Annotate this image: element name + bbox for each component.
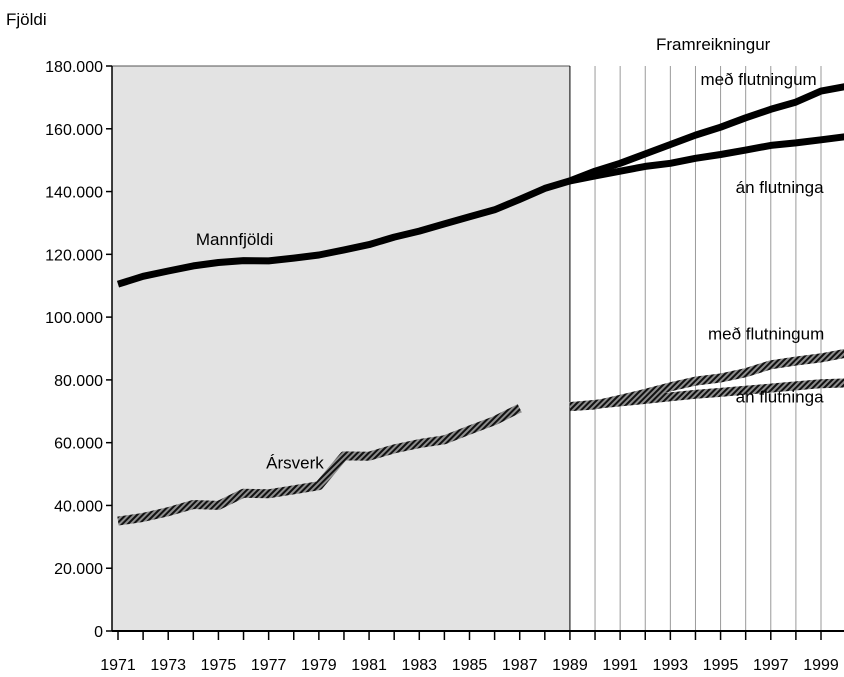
y-tick-label: 180.000 [45, 59, 103, 76]
x-tick-label: 1981 [351, 657, 387, 674]
x-tick-label: 1987 [502, 657, 538, 674]
x-tick-labels: 1971 1973 1975 1977 1979 1981 1983 1985 1987 1989… [100, 657, 839, 674]
x-tick-label: 1971 [100, 657, 136, 674]
annotations-group: Mannfjöldi Ársverk með flutningum án flutni… [196, 70, 824, 473]
y-axis-title: Fjöldi [6, 10, 47, 29]
y-tick-label: 20.000 [54, 561, 103, 578]
y-tick-marks [106, 65, 112, 632]
y-tick-label: 140.000 [45, 185, 103, 202]
x-tick-label: 1979 [301, 657, 337, 674]
y-tick-label: 40.000 [54, 498, 103, 515]
annotation-label-2: með flutningum [700, 70, 816, 89]
x-tick-label: 1985 [452, 657, 488, 674]
x-tick-label: 1977 [251, 657, 287, 674]
y-tick-label: 60.000 [54, 436, 103, 453]
series-group [116, 83, 844, 526]
series-line-3 [117, 404, 522, 526]
y-tick-label: 100.000 [45, 310, 103, 327]
x-tick-label: 1973 [150, 657, 186, 674]
x-tick-label: 1993 [653, 657, 689, 674]
y-tick-labels: 0 20.000 40.000 60.000 80.000 100.000 120.000 1… [45, 59, 103, 641]
y-tick-label: 80.000 [54, 373, 103, 390]
annotation-label-3: án flutninga [736, 178, 824, 197]
x-tick-label: 1997 [753, 657, 789, 674]
x-tick-label: 1989 [552, 657, 588, 674]
historical-shaded-region [112, 66, 570, 631]
y-tick-label: 160.000 [45, 122, 103, 139]
x-tick-label: 1975 [201, 657, 237, 674]
x-tick-label: 1995 [703, 657, 739, 674]
series-line-5 [569, 378, 844, 412]
annotation-label-5: án flutninga [736, 387, 824, 406]
series-line-2 [569, 133, 844, 185]
x-tick-label: 1983 [401, 657, 437, 674]
x-tick-marks [117, 631, 822, 640]
y-tick-label: 120.000 [45, 247, 103, 264]
x-tick-label: 1991 [602, 657, 638, 674]
annotation-label-1: Ársverk [266, 453, 324, 472]
series-line-0 [116, 177, 571, 288]
projection-label: Framreikningur [656, 35, 771, 54]
x-tick-label: 1999 [803, 657, 839, 674]
annotation-label-0: Mannfjöldi [196, 230, 274, 249]
series-line-1 [568, 83, 844, 185]
annotation-label-4: með flutningum [708, 325, 824, 344]
y-tick-label: 0 [94, 624, 103, 641]
